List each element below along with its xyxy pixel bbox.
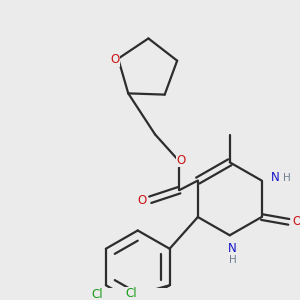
Text: O: O — [177, 154, 186, 167]
Text: O: O — [138, 194, 147, 207]
Text: H: H — [283, 173, 291, 183]
Text: H: H — [229, 255, 236, 265]
Text: O: O — [292, 215, 300, 228]
Text: N: N — [228, 242, 237, 255]
Text: O: O — [111, 53, 120, 66]
Text: Cl: Cl — [125, 287, 137, 300]
Text: N: N — [271, 171, 280, 184]
Text: Cl: Cl — [91, 288, 103, 300]
